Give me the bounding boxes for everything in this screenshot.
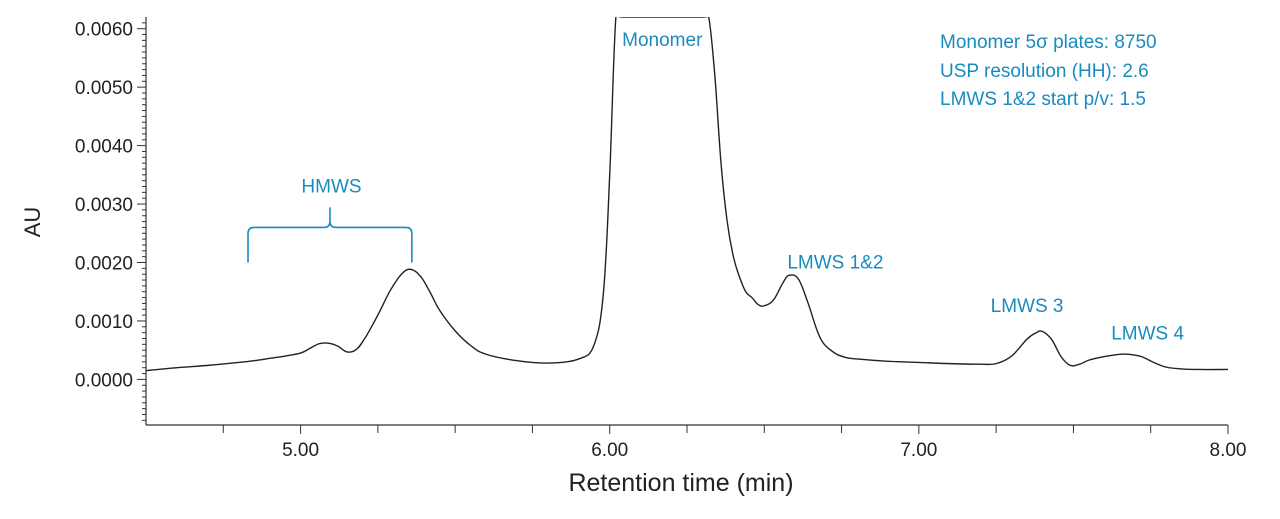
hmws-bracket bbox=[247, 207, 413, 263]
y-tick-label: 0.0010 bbox=[75, 312, 133, 333]
x-tick-label: 7.00 bbox=[900, 440, 937, 461]
x-tick-label: 6.00 bbox=[591, 440, 628, 461]
peak-label-lmws12: LMWS 1&2 bbox=[787, 252, 883, 273]
x-axis: 5.00 6.00 7.00 8.00 bbox=[146, 424, 1247, 461]
info-line-resolution: USP resolution (HH): 2.6 bbox=[940, 61, 1149, 82]
y-tick-label: 0.0000 bbox=[75, 370, 133, 391]
info-box: Monomer 5σ plates: 8750 USP resolution (… bbox=[940, 32, 1157, 110]
peak-label-monomer: Monomer bbox=[622, 30, 703, 51]
peak-label-lmws4: LMWS 4 bbox=[1111, 324, 1184, 345]
plot-area bbox=[146, 17, 1228, 372]
y-tick-label: 0.0020 bbox=[75, 254, 133, 275]
y-tick-label: 0.0030 bbox=[75, 195, 133, 216]
peak-label-lmws3: LMWS 3 bbox=[991, 296, 1064, 317]
y-axis-title: AU bbox=[20, 207, 45, 238]
info-line-pv: LMWS 1&2 start p/v: 1.5 bbox=[940, 89, 1146, 110]
x-tick-label: 8.00 bbox=[1210, 440, 1247, 461]
x-tick-label: 5.00 bbox=[282, 440, 319, 461]
chromatogram-trace bbox=[146, 17, 1228, 372]
x-axis-title: Retention time (min) bbox=[568, 469, 793, 497]
peak-annotations: HMWS Monomer LMWS 1&2 LMWS 3 LMWS 4 bbox=[247, 30, 1184, 345]
y-tick-label: 0.0050 bbox=[75, 78, 133, 99]
peak-label-hmws: HMWS bbox=[301, 176, 361, 197]
y-axis: 0.0000 0.0010 0.0020 0.0030 0.0040 0.0050 0.00… bbox=[75, 17, 147, 425]
info-line-plates: Monomer 5σ plates: 8750 bbox=[940, 32, 1157, 53]
y-tick-label: 0.0060 bbox=[75, 20, 133, 41]
y-tick-label: 0.0040 bbox=[75, 137, 133, 158]
